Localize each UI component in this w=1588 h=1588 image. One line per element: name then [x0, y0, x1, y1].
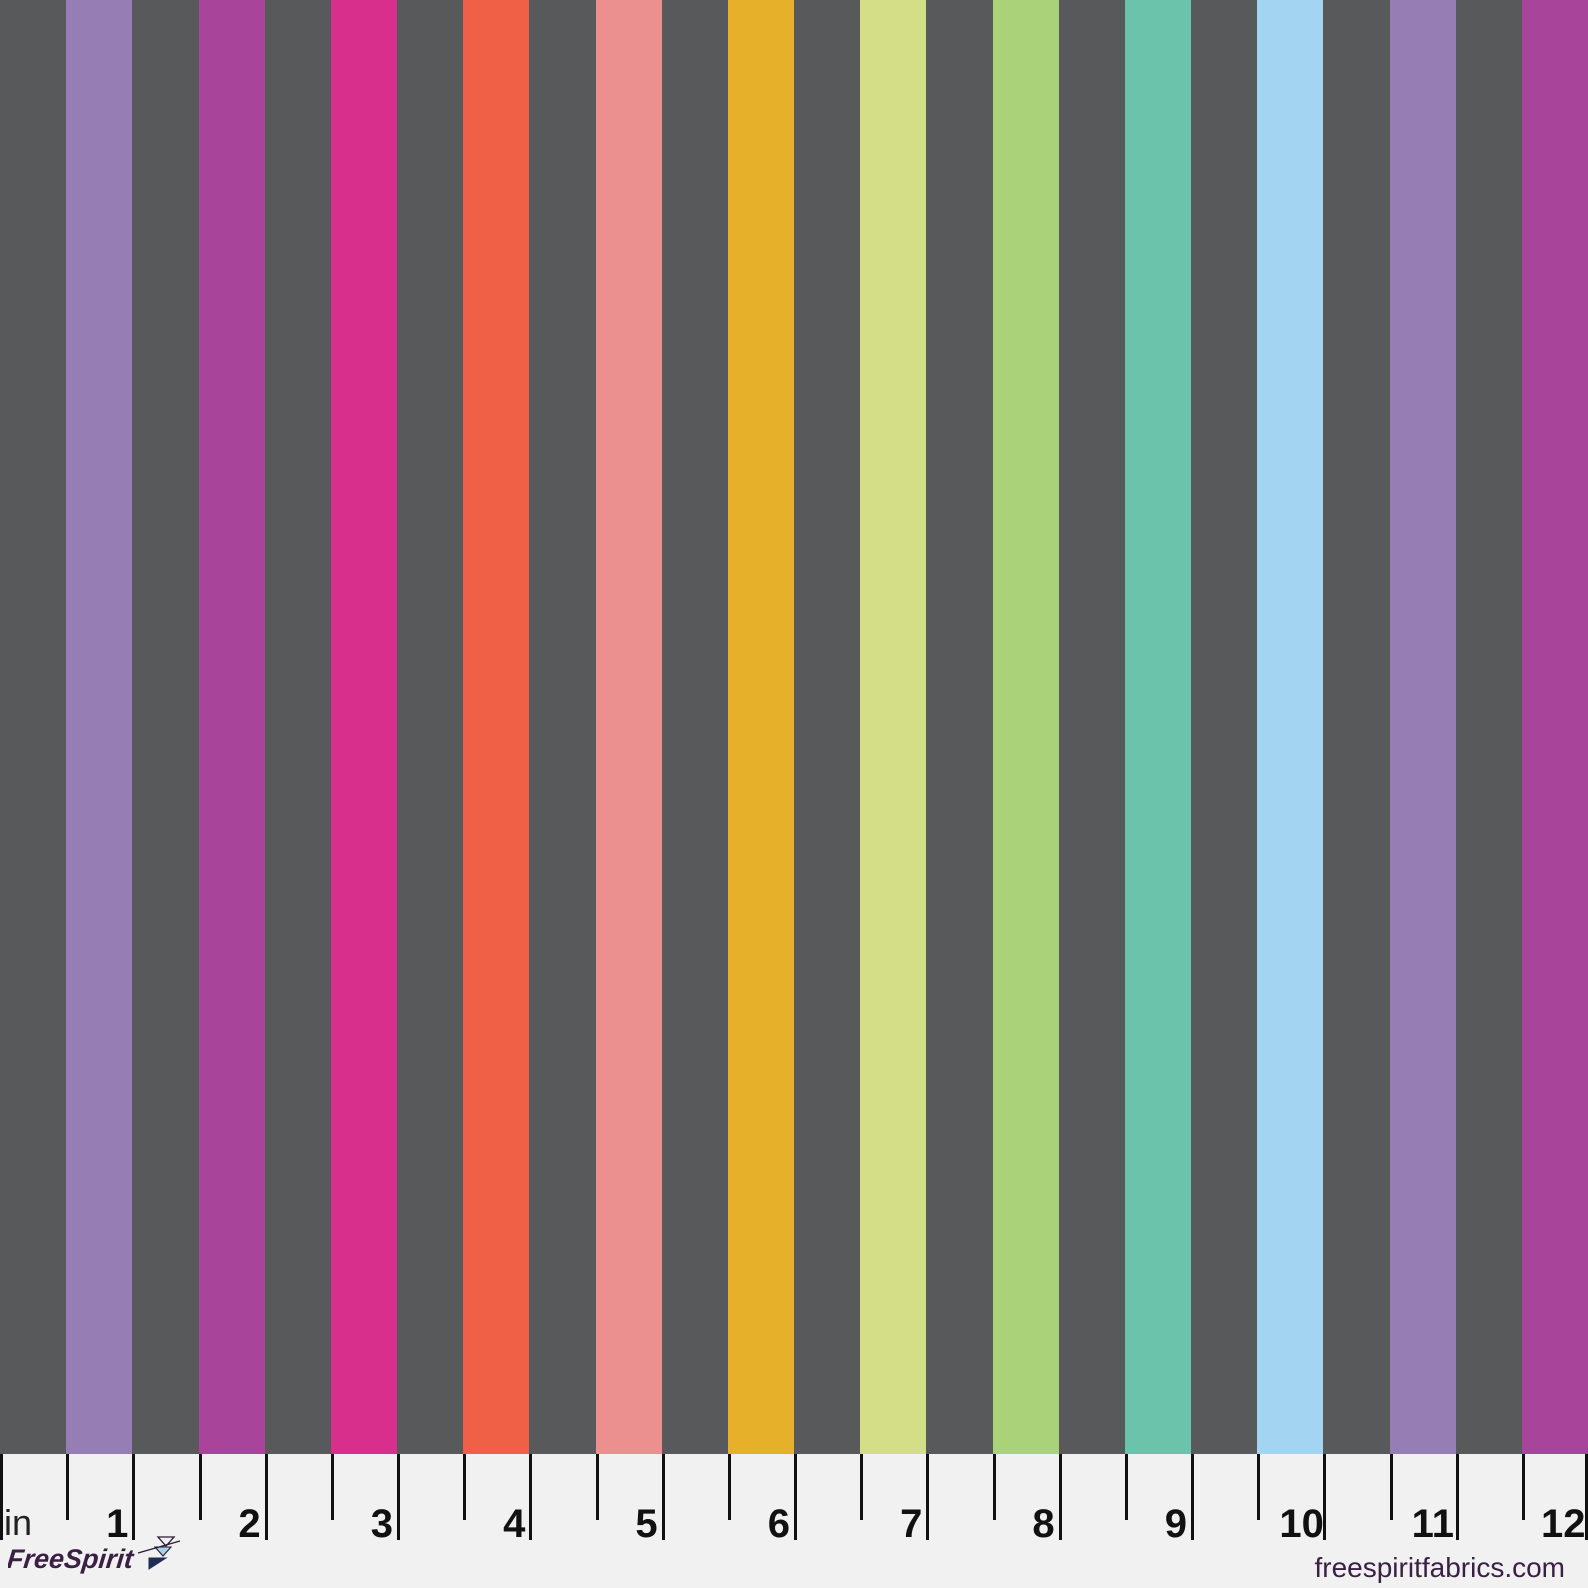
svg-text:FreeSpirit: FreeSpirit [8, 1543, 136, 1574]
